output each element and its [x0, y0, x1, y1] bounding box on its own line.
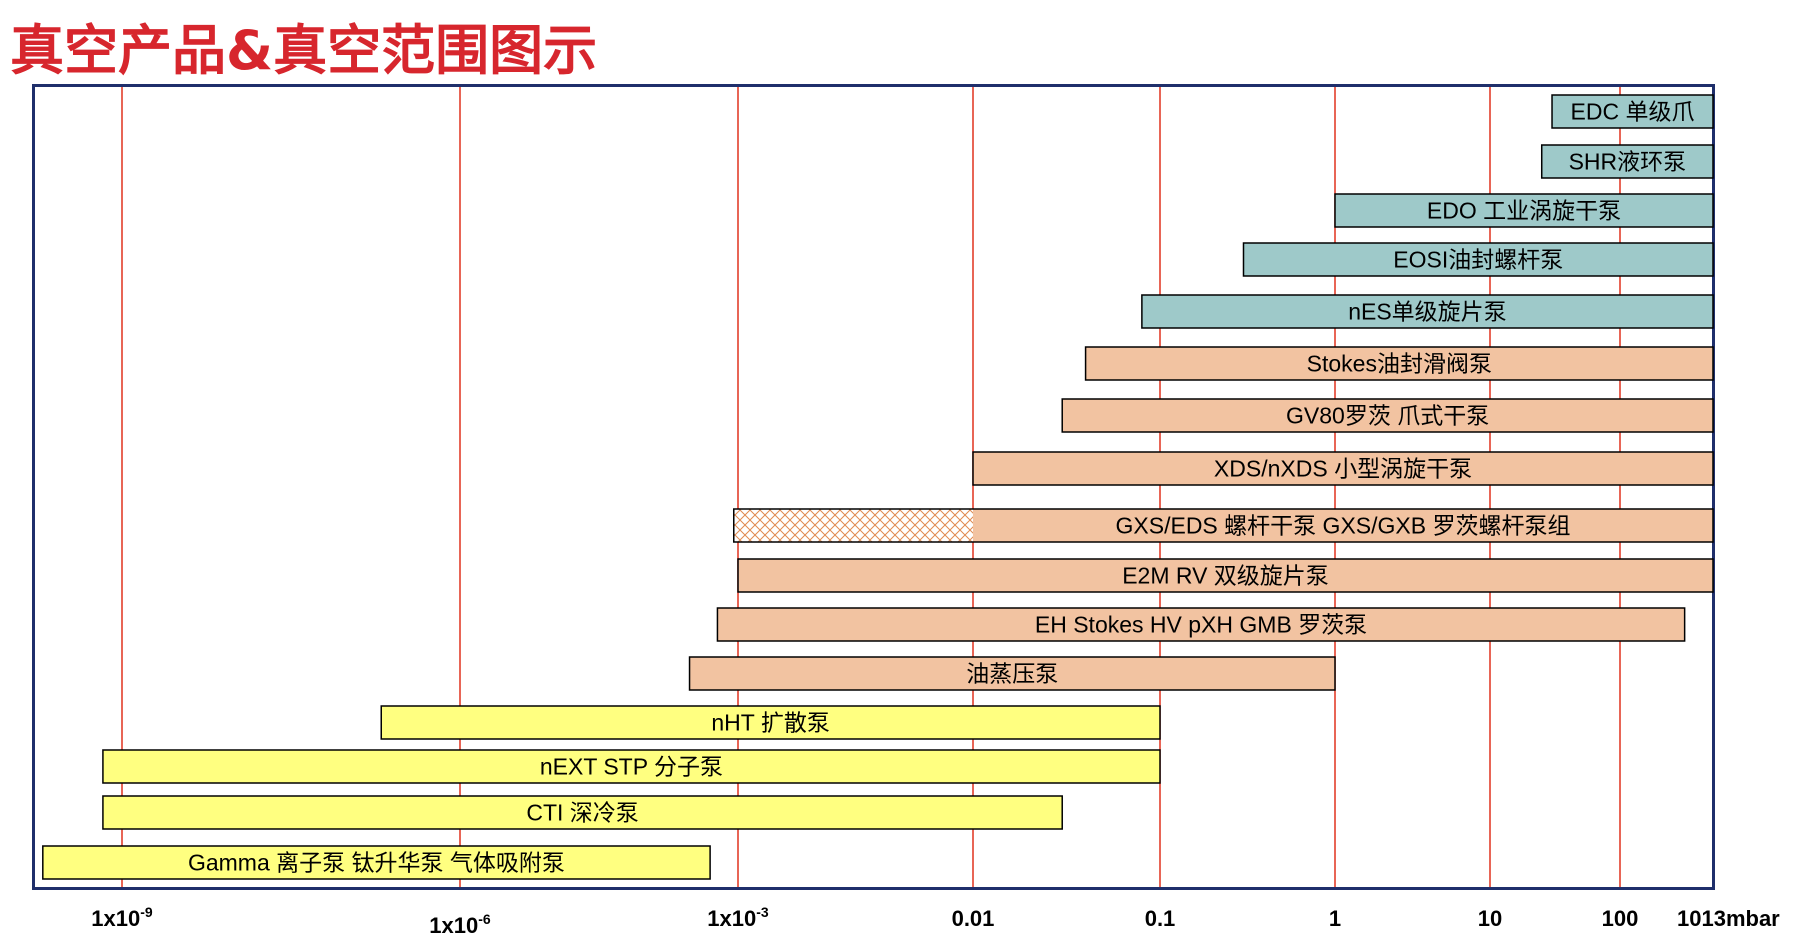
range-bar: CTI 深冷泵: [102, 795, 1063, 830]
range-bar-label: GV80罗茨 爪式干泵: [1286, 403, 1489, 429]
range-bar-label: EOSI油封螺杆泵: [1393, 247, 1563, 273]
range-bar-fill: [102, 749, 1161, 784]
range-bar: XDS/nXDS 小型涡旋干泵: [972, 451, 1714, 486]
range-bar-label: EDO 工业涡旋干泵: [1427, 198, 1621, 224]
range-bar-fill: [102, 795, 1063, 830]
x-tick-label: 1x10-6: [429, 911, 491, 934]
range-bar-label: E2M RV 双级旋片泵: [1122, 563, 1329, 589]
range-bar: GXS/EDS 螺杆干泵 GXS/GXB 罗茨螺杆泵组: [733, 508, 1714, 543]
range-bar-label: Gamma 离子泵 钛升华泵 气体吸附泵: [188, 850, 565, 876]
range-bar-label: 油蒸压泵: [966, 661, 1058, 687]
x-tick-label: 0.01: [952, 906, 995, 931]
range-bar: SHR液环泵: [1540, 144, 1714, 179]
range-bar-fill: [1242, 242, 1714, 277]
x-tick-label: 1x10-9: [91, 904, 153, 931]
x-tick-label: 1x10-3: [707, 904, 769, 931]
range-bar: nEXT STP 分子泵: [102, 749, 1161, 784]
range-bar-fill: [688, 656, 1336, 691]
range-bar: EOSI油封螺杆泵: [1242, 242, 1714, 277]
range-bar-label: EH Stokes HV pXH GMB 罗茨泵: [1035, 612, 1367, 638]
range-bar: nES单级旋片泵: [1141, 294, 1714, 329]
range-bar-hatch: [733, 509, 973, 542]
x-tick-label: 1: [1329, 906, 1341, 931]
range-bar-label: nEXT STP 分子泵: [540, 754, 723, 780]
page-title: 真空产品&真空范围图示: [10, 19, 598, 82]
range-bar: EDO 工业涡旋干泵: [1334, 193, 1714, 228]
x-tick-label: 1013mbar: [1677, 906, 1780, 931]
range-bar: Gamma 离子泵 钛升华泵 气体吸附泵: [42, 845, 711, 880]
range-bar-fill: [737, 558, 1714, 593]
range-bar: GV80罗茨 爪式干泵: [1061, 398, 1714, 433]
range-bar-label: GXS/EDS 螺杆干泵 GXS/GXB 罗茨螺杆泵组: [1116, 513, 1571, 539]
range-bar-fill: [1061, 398, 1714, 433]
range-bar-label: EDC 单级爪: [1571, 99, 1695, 125]
range-bar-fill: [42, 845, 711, 880]
range-bar: Stokes油封滑阀泵: [1084, 346, 1714, 381]
chart-frame: [32, 84, 1715, 890]
range-bar-label: nES单级旋片泵: [1348, 299, 1506, 325]
range-bar-label: CTI 深冷泵: [526, 800, 638, 826]
range-bar-outline: [733, 508, 1714, 543]
range-bar-fill: [716, 607, 1686, 642]
x-tick-label: 100: [1602, 906, 1639, 931]
range-bar-label: Stokes油封滑阀泵: [1307, 351, 1492, 377]
x-tick-label: 10: [1478, 906, 1502, 931]
range-bar-fill: [1334, 193, 1714, 228]
range-bar-fill: [380, 705, 1161, 740]
range-bar-fill: [1084, 346, 1714, 381]
range-bar: EDC 单级爪: [1551, 94, 1714, 129]
range-bar-label: SHR液环泵: [1569, 149, 1687, 175]
range-bar: E2M RV 双级旋片泵: [737, 558, 1714, 593]
range-bar: nHT 扩散泵: [380, 705, 1161, 740]
range-bar-fill: [1540, 144, 1714, 179]
range-bar: EH Stokes HV pXH GMB 罗茨泵: [716, 607, 1686, 642]
range-bar-label: nHT 扩散泵: [711, 710, 829, 736]
range-bar-label: XDS/nXDS 小型涡旋干泵: [1214, 456, 1472, 482]
range-bar-fill: [972, 451, 1714, 486]
range-bar: 油蒸压泵: [688, 656, 1336, 691]
range-bar-fill: [973, 509, 1713, 542]
x-tick-label: 0.1: [1145, 906, 1176, 931]
range-bar-fill: [1141, 294, 1714, 329]
range-bar-fill: [1551, 94, 1714, 129]
